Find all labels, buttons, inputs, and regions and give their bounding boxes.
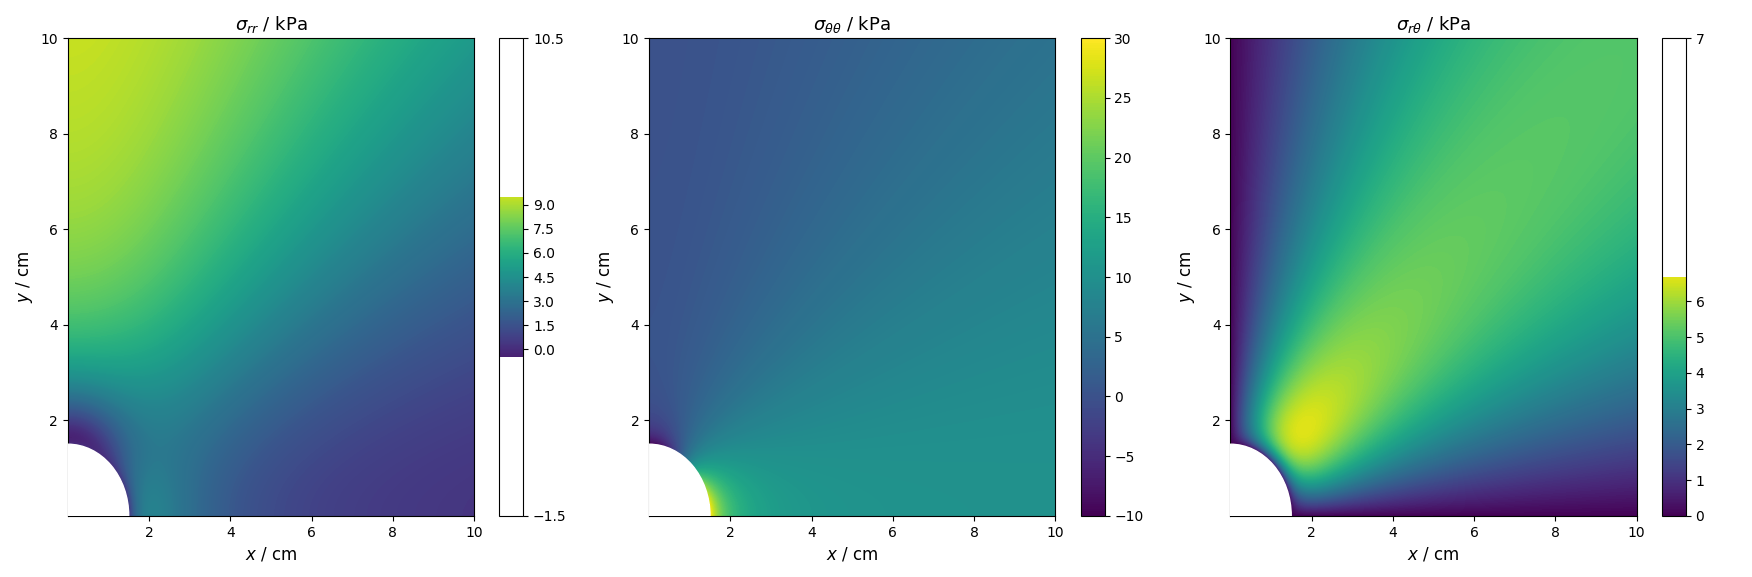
X-axis label: $x$ / cm: $x$ / cm bbox=[1407, 545, 1459, 563]
Title: $\sigma_{rr}$ / kPa: $\sigma_{rr}$ / kPa bbox=[235, 14, 307, 35]
Y-axis label: $y$ / cm: $y$ / cm bbox=[596, 251, 617, 304]
Wedge shape bbox=[648, 444, 710, 516]
Title: $\sigma_{r\theta}$ / kPa: $\sigma_{r\theta}$ / kPa bbox=[1396, 14, 1472, 35]
Wedge shape bbox=[1230, 444, 1291, 516]
Title: $\sigma_{\theta\theta}$ / kPa: $\sigma_{\theta\theta}$ / kPa bbox=[813, 14, 892, 35]
Y-axis label: $y$ / cm: $y$ / cm bbox=[1176, 251, 1197, 304]
X-axis label: $x$ / cm: $x$ / cm bbox=[245, 545, 298, 563]
X-axis label: $x$ / cm: $x$ / cm bbox=[825, 545, 878, 563]
Wedge shape bbox=[68, 444, 128, 516]
Y-axis label: $y$ / cm: $y$ / cm bbox=[14, 251, 35, 304]
